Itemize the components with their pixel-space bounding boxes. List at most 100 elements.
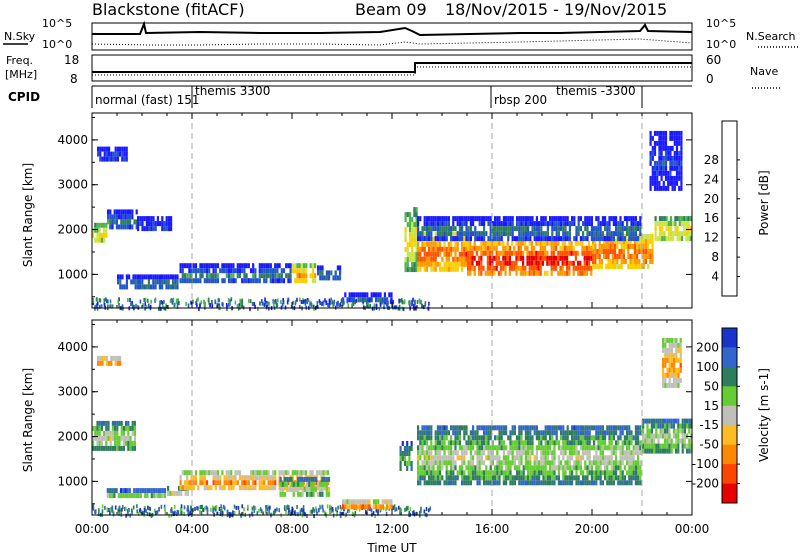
heatmap-cell (533, 255, 536, 261)
heatmap-cell (281, 481, 284, 487)
heatmap-cell (544, 250, 547, 256)
heatmap-cell (487, 435, 490, 441)
heatmap-cell (344, 499, 347, 505)
heatmap-cell (553, 480, 556, 486)
heatmap-cell (287, 278, 290, 284)
heatmap-cell (542, 216, 545, 222)
scatter-cell (199, 509, 201, 514)
heatmap-cell (498, 231, 501, 237)
heatmap-cell (577, 480, 580, 486)
heatmap-cell (249, 278, 253, 284)
heatmap-cell (271, 485, 275, 491)
heatmap-cell (421, 236, 424, 242)
heatmap-cell (533, 455, 536, 461)
heatmap-cell (114, 430, 117, 436)
heatmap-cell (404, 232, 407, 238)
heatmap-cell (593, 425, 596, 431)
heatmap-cell (674, 216, 677, 222)
heatmap-cell (553, 430, 556, 436)
heatmap-cell (353, 297, 356, 303)
heatmap-cell (399, 456, 402, 461)
heatmap-cell (417, 266, 420, 272)
heatmap-cell (626, 455, 629, 461)
heatmap-cell (461, 460, 464, 466)
heatmap-cell (541, 245, 544, 251)
heatmap-cell (603, 244, 606, 249)
heatmap-cell (127, 435, 130, 441)
heatmap-cell (680, 221, 684, 227)
heatmap-cell (110, 151, 113, 157)
heatmap-cell (520, 445, 523, 451)
heatmap-cell (566, 430, 569, 436)
scatter-cell (318, 299, 321, 304)
heatmap-cell (486, 245, 489, 251)
scatter-cell (340, 506, 343, 511)
heatmap-cell (662, 362, 665, 368)
heatmap-cell (520, 475, 523, 481)
heatmap-cell (529, 460, 532, 466)
heatmap-cell (496, 425, 499, 431)
heatmap-cell (524, 465, 527, 471)
heatmap-cell (417, 450, 420, 456)
heatmap-cell (546, 440, 549, 446)
heatmap-cell (241, 480, 244, 486)
heatmap-cell (461, 226, 464, 232)
scatter-cell (321, 504, 324, 509)
heatmap-cell (366, 292, 369, 298)
heatmap-cell (197, 278, 200, 284)
scatter-cell (180, 504, 183, 509)
heatmap-cell (637, 470, 640, 476)
heatmap-cell (192, 480, 195, 486)
heatmap-cell (509, 460, 512, 466)
heatmap-cell (683, 428, 686, 434)
heatmap-cell (520, 231, 523, 237)
heatmap-cell (467, 460, 470, 466)
heatmap-cell (542, 430, 545, 436)
heatmap-cell (325, 476, 328, 482)
heatmap-cell (471, 265, 474, 271)
heatmap-cell (604, 455, 607, 461)
heatmap-cell (447, 480, 450, 486)
scatter-cell (144, 306, 146, 311)
heatmap-cell (421, 246, 424, 252)
heatmap-cell (131, 440, 134, 446)
scatter-cell (229, 299, 231, 304)
heatmap-cell (205, 278, 209, 284)
heatmap-cell (134, 284, 137, 290)
heatmap-cell (584, 425, 587, 431)
heatmap-cell (527, 221, 530, 227)
heatmap-cell (232, 485, 235, 491)
heatmap-cell (96, 430, 99, 436)
heatmap-cell (626, 445, 629, 451)
heatmap-cell (669, 150, 672, 156)
heatmap-cell (411, 227, 414, 233)
heatmap-cell (619, 460, 622, 466)
heatmap-cell (456, 256, 459, 262)
scatter-cell (98, 304, 101, 309)
heatmap-cell (454, 216, 457, 222)
scatter-cell (187, 508, 190, 513)
heatmap-cell (489, 425, 492, 431)
scatter-cell (409, 507, 412, 512)
heatmap-cell (469, 465, 472, 471)
heatmap-cell (286, 486, 289, 492)
cpid-strip: CPID normal (fast) 151 themis 3300 rbsp … (8, 84, 692, 108)
heatmap-cell (417, 256, 420, 262)
heatmap-cell (403, 451, 407, 456)
heatmap-cell (518, 430, 521, 436)
heatmap-cell (546, 231, 549, 237)
heatmap-cell (323, 476, 326, 482)
heatmap-cell (452, 261, 455, 267)
heatmap-cell (487, 236, 490, 242)
heatmap-cell (406, 451, 409, 456)
heatmap-cell (496, 470, 499, 476)
heatmap-cell (186, 490, 189, 496)
heatmap-cell (588, 470, 591, 476)
heatmap-cell (634, 475, 637, 481)
heatmap-cell (450, 251, 453, 257)
heatmap-cell (234, 278, 237, 284)
heatmap-cell (529, 221, 532, 227)
heatmap-cell (671, 185, 674, 191)
heatmap-cell (245, 475, 248, 481)
heatmap-cell (670, 418, 673, 424)
